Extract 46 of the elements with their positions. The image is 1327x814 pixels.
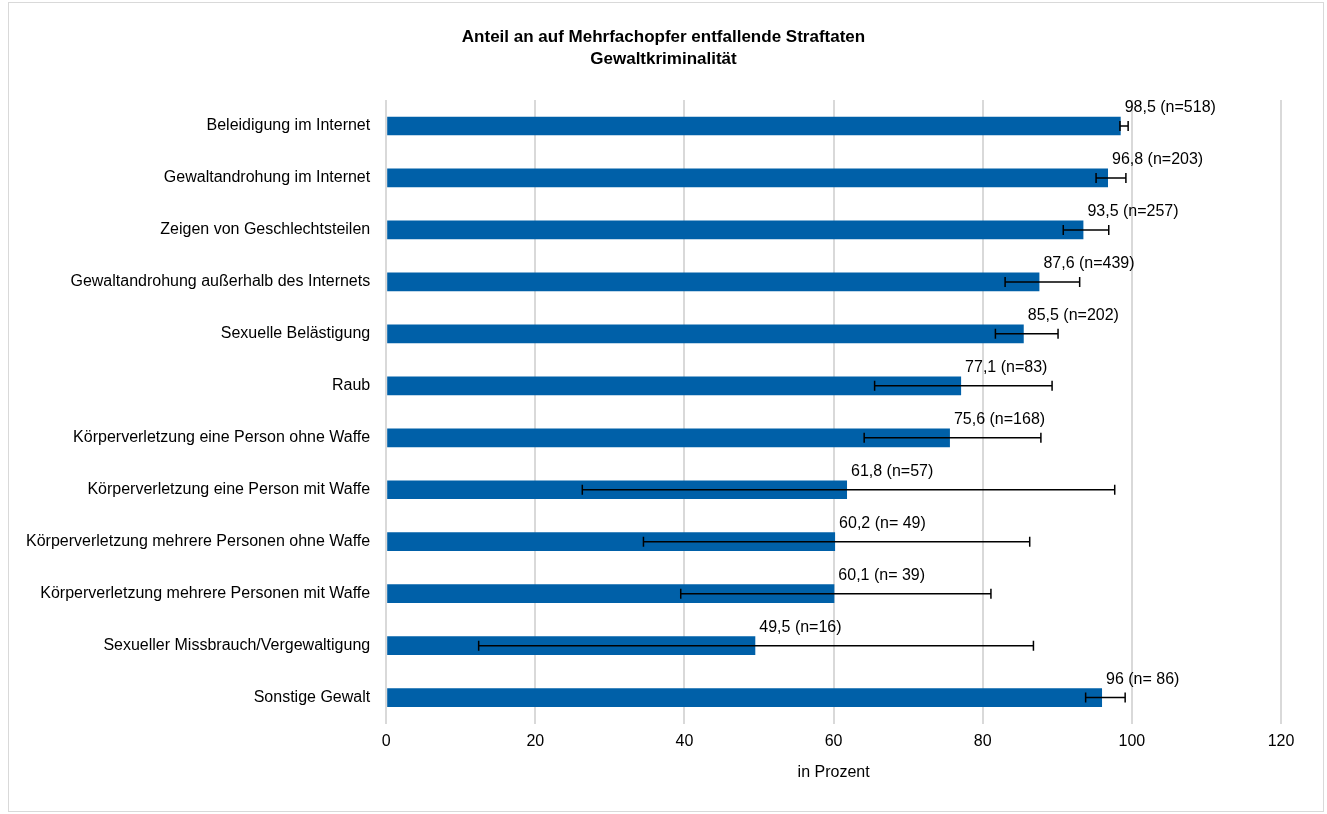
data-label: 93,5 (n=257) — [1087, 201, 1179, 219]
bar — [387, 428, 950, 448]
data-label: 61,8 (n=57) — [851, 461, 934, 479]
data-label: 96 (n= 86) — [1106, 669, 1180, 687]
bar — [387, 480, 848, 500]
bar — [387, 272, 1040, 292]
x-tick-label: 100 — [1118, 731, 1146, 749]
y-tick-label: Raub — [331, 376, 371, 394]
bar — [387, 168, 1108, 188]
chart-subtitle: Gewaltkriminalität — [589, 48, 738, 70]
x-axis-title: in Prozent — [797, 762, 871, 780]
x-tick-label: 40 — [675, 731, 694, 749]
bar — [387, 532, 836, 552]
y-tick-label: Körperverletzung eine Person mit Waffe — [87, 480, 371, 498]
data-label: 77,1 (n=83) — [965, 357, 1048, 375]
data-label: 96,8 (n=203) — [1112, 150, 1204, 167]
bar — [387, 324, 1024, 344]
x-tick-label: 80 — [973, 731, 992, 749]
chart-title: Anteil an auf Mehrfachopfer entfallende Straftaten — [460, 26, 867, 48]
y-tick-label: Sexuelle Belästigung — [220, 324, 371, 342]
data-label: 75,6 (n=168) — [953, 409, 1046, 427]
x-tick-label: 20 — [526, 731, 545, 749]
y-tick-label: Sexueller Missbrauch/Vergewaltigung — [103, 636, 371, 654]
data-label: 98,5 (n=518) — [1124, 98, 1216, 116]
y-tick-label: Gewaltandrohung außerhalb des Internets — [70, 272, 371, 290]
y-tick-label: Körperverletzung mehrere Personen mit Waffe — [40, 584, 371, 602]
bar — [387, 220, 1084, 240]
y-tick-label: Sonstige Gewalt — [253, 688, 371, 706]
data-label: 87,6 (n=439) — [1043, 253, 1135, 271]
y-tick-label: Körperverletzung mehrere Personen ohne Waffe — [25, 532, 371, 550]
x-tick-label: 120 — [1267, 731, 1295, 749]
data-label: 49,5 (n=16) — [759, 617, 842, 635]
bar — [387, 116, 1121, 136]
y-tick-label: Beleidigung im Internet — [206, 116, 371, 134]
bar — [387, 688, 1103, 707]
x-tick-label: 60 — [824, 731, 843, 749]
bar — [387, 636, 756, 655]
y-tick-label: Gewaltandrohung im Internet — [163, 168, 371, 186]
y-tick-label: Körperverletzung eine Person ohne Waffe — [73, 428, 371, 446]
data-label: 60,2 (n= 49) — [839, 513, 926, 531]
bar — [387, 584, 835, 604]
bar — [387, 376, 962, 396]
y-tick-label: Zeigen von Geschlechtsteilen — [160, 220, 371, 238]
data-label: 60,1 (n= 39) — [838, 565, 926, 583]
x-tick-label: 0 — [381, 731, 391, 749]
data-label: 85,5 (n=202) — [1027, 305, 1119, 323]
